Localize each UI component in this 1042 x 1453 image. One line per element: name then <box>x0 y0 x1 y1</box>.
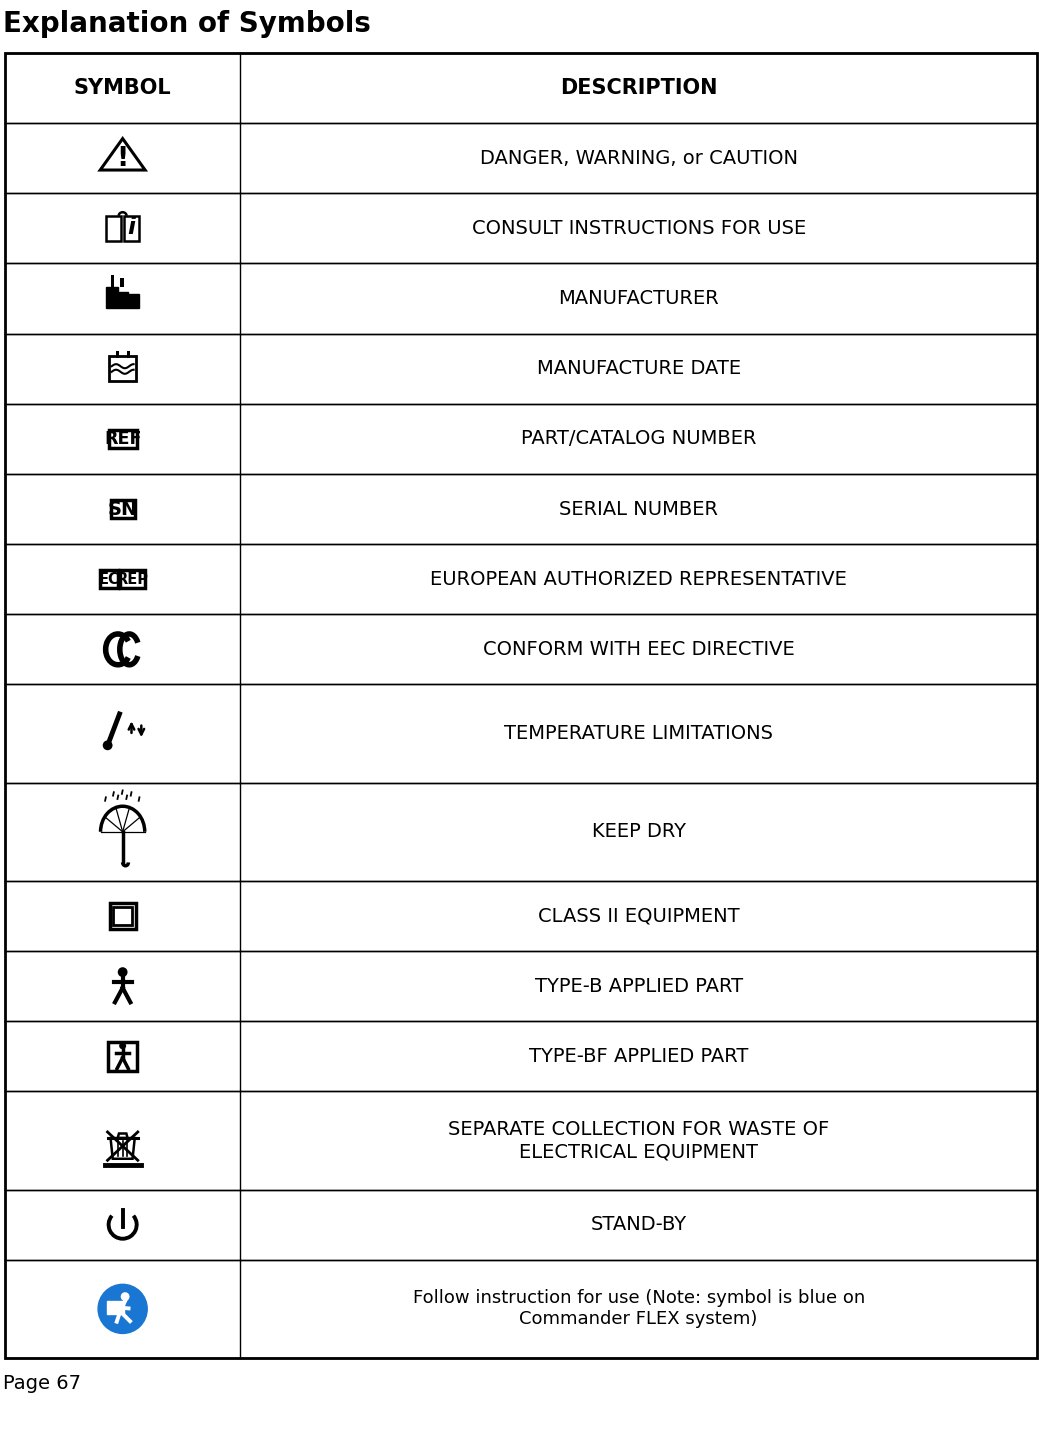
Text: EC: EC <box>99 571 120 587</box>
Bar <box>107 1300 124 1314</box>
Text: CONFORM WITH EEC DIRECTIVE: CONFORM WITH EEC DIRECTIVE <box>482 639 794 658</box>
Text: PART/CATALOG NUMBER: PART/CATALOG NUMBER <box>521 430 756 449</box>
Bar <box>110 500 134 519</box>
Text: STAND-BY: STAND-BY <box>591 1215 687 1234</box>
Bar <box>106 296 140 308</box>
Text: Follow instruction for use (Note: symbol is blue on
Commander FLEX system): Follow instruction for use (Note: symbol… <box>413 1289 865 1328</box>
Bar <box>100 570 119 588</box>
Bar <box>108 430 137 448</box>
Bar <box>106 216 121 241</box>
Bar <box>5 52 1037 1359</box>
Bar <box>109 356 137 381</box>
Circle shape <box>118 968 127 976</box>
Bar <box>120 570 145 588</box>
Text: DANGER, WARNING, or CAUTION: DANGER, WARNING, or CAUTION <box>479 148 797 167</box>
Text: SYMBOL: SYMBOL <box>74 78 172 99</box>
Text: TYPE-B APPLIED PART: TYPE-B APPLIED PART <box>535 976 743 995</box>
Circle shape <box>121 1292 129 1300</box>
Text: REP: REP <box>117 571 148 587</box>
Text: KEEP DRY: KEEP DRY <box>592 822 686 841</box>
Bar <box>124 216 139 241</box>
Text: TYPE-BF APPLIED PART: TYPE-BF APPLIED PART <box>529 1046 748 1067</box>
Bar <box>110 275 115 288</box>
Polygon shape <box>106 288 140 296</box>
Text: Explanation of Symbols: Explanation of Symbols <box>3 10 371 38</box>
Circle shape <box>119 1042 126 1049</box>
Text: EUROPEAN AUTHORIZED REPRESENTATIVE: EUROPEAN AUTHORIZED REPRESENTATIVE <box>430 570 847 588</box>
Bar <box>108 1042 138 1071</box>
Text: CONSULT INSTRUCTIONS FOR USE: CONSULT INSTRUCTIONS FOR USE <box>472 219 805 238</box>
Text: REF: REF <box>104 430 142 448</box>
Text: SERIAL NUMBER: SERIAL NUMBER <box>560 500 718 519</box>
Text: TEMPERATURE LIMITATIONS: TEMPERATURE LIMITATIONS <box>504 724 773 742</box>
Text: Page 67: Page 67 <box>3 1375 81 1393</box>
Text: MANUFACTURER: MANUFACTURER <box>559 289 719 308</box>
Circle shape <box>98 1284 147 1334</box>
Bar <box>120 279 124 288</box>
Text: SN: SN <box>107 500 138 519</box>
Text: MANUFACTURE DATE: MANUFACTURE DATE <box>537 359 741 378</box>
Text: !: ! <box>117 145 129 171</box>
Circle shape <box>103 741 113 750</box>
Bar <box>114 907 132 926</box>
Bar <box>109 902 135 928</box>
Text: i: i <box>127 216 135 240</box>
Text: CLASS II EQUIPMENT: CLASS II EQUIPMENT <box>538 907 740 926</box>
Text: SEPARATE COLLECTION FOR WASTE OF
ELECTRICAL EQUIPMENT: SEPARATE COLLECTION FOR WASTE OF ELECTRI… <box>448 1120 829 1161</box>
Text: DESCRIPTION: DESCRIPTION <box>560 78 717 99</box>
